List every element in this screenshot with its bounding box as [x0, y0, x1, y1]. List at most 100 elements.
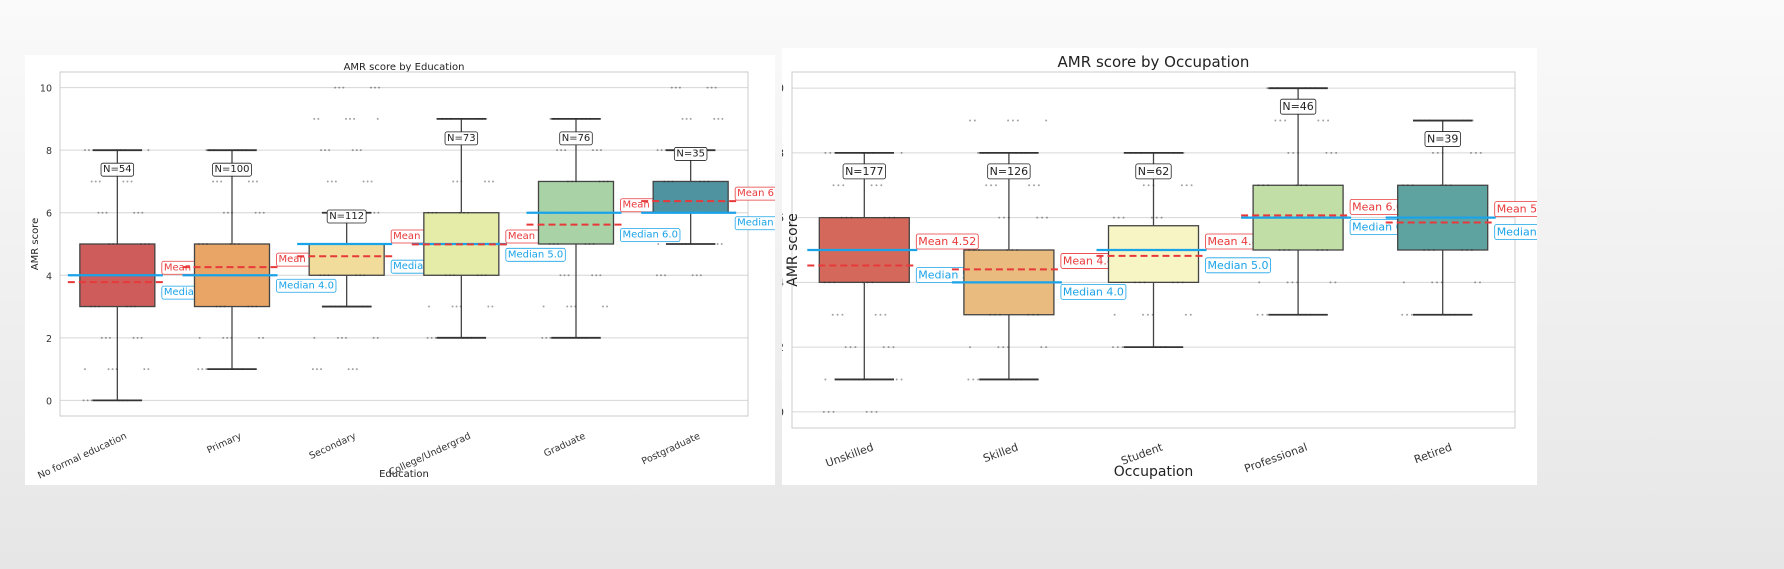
data-point: [452, 180, 455, 183]
data-point: [882, 346, 885, 349]
data-point: [1287, 151, 1290, 154]
data-point: [359, 149, 362, 152]
data-point: [90, 399, 93, 402]
x-tick-label: Graduate: [542, 431, 587, 460]
data-point: [481, 117, 484, 120]
mean-label: Mean 4.26: [279, 254, 332, 265]
median-label: Median 5.0: [393, 261, 448, 272]
data-point: [1007, 119, 1010, 122]
data-point: [556, 149, 559, 152]
n-label: N=100: [215, 164, 250, 175]
x-tick-label: Postgraduate: [640, 431, 702, 468]
data-point: [541, 336, 544, 339]
data-point: [721, 117, 724, 120]
median-label: Median 4.0: [164, 287, 219, 298]
data-point: [545, 336, 548, 339]
data-point: [685, 117, 688, 120]
data-point: [377, 211, 380, 214]
data-point: [602, 180, 605, 183]
data-point: [1309, 313, 1312, 316]
data-point: [1164, 346, 1167, 349]
data-point: [1129, 151, 1132, 154]
data-point: [1283, 249, 1286, 251]
data-point: [361, 305, 364, 308]
data-point: [585, 336, 588, 339]
data-point: [1314, 87, 1317, 90]
data-point: [994, 184, 997, 187]
data-point: [98, 180, 101, 183]
data-point: [969, 119, 972, 122]
data-point: [201, 368, 204, 371]
mean-label: Mean 4.61: [393, 231, 446, 242]
data-point: [1466, 249, 1468, 251]
data-point: [129, 305, 132, 308]
data-point: [86, 399, 89, 402]
data-point: [435, 211, 438, 214]
data-point: [1470, 151, 1473, 154]
data-point: [369, 86, 372, 89]
data-point: [1045, 119, 1048, 122]
n-label-box: [212, 162, 252, 177]
data-point: [1037, 184, 1040, 187]
data-point: [139, 243, 142, 245]
data-point: [684, 243, 687, 245]
n-label-box: [1424, 131, 1461, 147]
data-point: [1176, 281, 1179, 284]
data-point: [324, 149, 327, 152]
data-point: [313, 117, 316, 120]
data-point: [488, 180, 491, 183]
data-point: [1274, 119, 1277, 122]
data-point: [1288, 249, 1291, 251]
education-chart-panel: AMR score by Education 0 2 4 6 8 10 AMR score Ed…: [25, 55, 775, 485]
data-point: [125, 305, 128, 308]
data-point: [862, 378, 865, 381]
data-point: [483, 180, 486, 183]
data-point: [1410, 313, 1413, 316]
n-label: N=62: [1138, 165, 1169, 178]
data-point: [1466, 119, 1469, 122]
data-point: [477, 117, 480, 120]
data-point: [319, 274, 322, 277]
data-point: [326, 180, 329, 183]
n-label: N=73: [447, 133, 476, 144]
data-point: [833, 281, 836, 284]
data-point: [1002, 346, 1005, 349]
data-point: [667, 180, 670, 183]
data-point: [336, 336, 339, 339]
median-label-box: [1494, 224, 1537, 240]
data-point: [1325, 151, 1328, 154]
data-point: [87, 149, 90, 152]
data-point: [1007, 346, 1010, 349]
median-label-box: [1060, 283, 1127, 300]
data-point: [427, 305, 430, 308]
data-point: [1309, 87, 1312, 90]
data-point: [1015, 151, 1018, 154]
data-point: [852, 378, 855, 381]
data-point: [577, 336, 580, 339]
data-point: [430, 336, 433, 339]
data-point: [1256, 313, 1259, 316]
mean-label: Mean 4.52: [918, 235, 976, 248]
mean-label-box: [734, 186, 775, 201]
data-point: [1427, 249, 1430, 251]
data-point: [1147, 184, 1150, 187]
data-point: [1116, 346, 1119, 349]
data-point: [599, 274, 602, 277]
data-point: [884, 313, 887, 316]
data-point: [349, 117, 352, 120]
data-point: [599, 149, 602, 152]
data-point: [1299, 313, 1302, 316]
data-point: [1295, 184, 1298, 187]
data-point: [1327, 119, 1330, 122]
data-point: [251, 180, 254, 183]
data-point: [699, 274, 702, 277]
data-point: [1003, 216, 1006, 219]
data-point: [606, 305, 609, 308]
data-point: [320, 368, 323, 371]
data-point: [448, 274, 451, 277]
y-tick-label: 2: [46, 334, 52, 345]
data-point: [1297, 151, 1300, 154]
data-point: [989, 313, 992, 316]
data-point: [850, 216, 853, 219]
data-point: [1432, 249, 1435, 251]
